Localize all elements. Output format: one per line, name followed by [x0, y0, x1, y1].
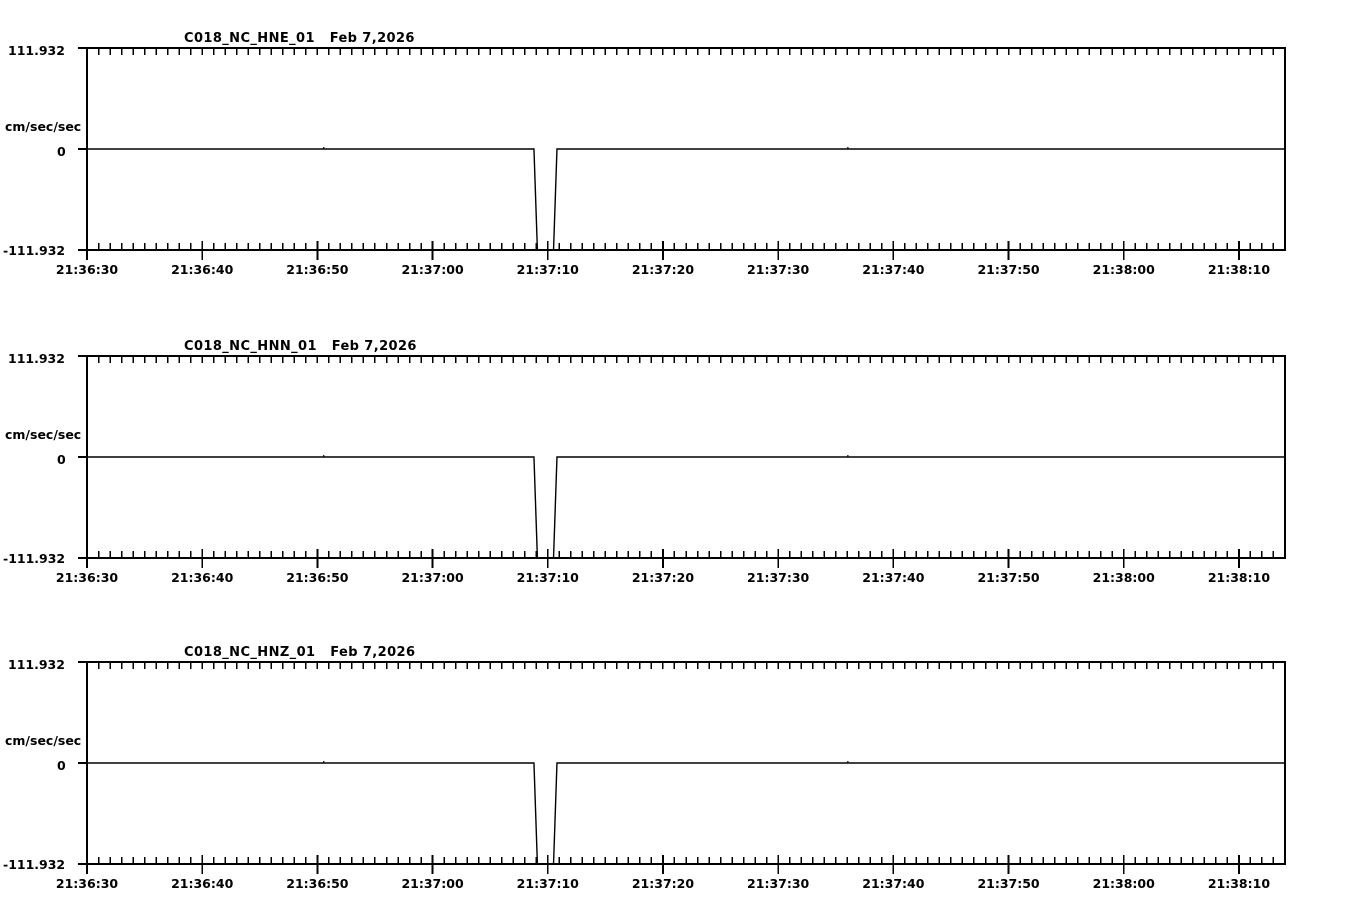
trace-sample-mark — [847, 455, 849, 457]
y-axis-min-label: -111.932 — [3, 243, 66, 258]
x-axis-tick-label: 21:37:30 — [747, 876, 810, 891]
y-axis-zero-label: 0 — [57, 758, 66, 773]
y-axis-zero-label: 0 — [57, 144, 66, 159]
y-axis-min-label: -111.932 — [3, 857, 66, 872]
x-axis-tick-label: 21:37:20 — [631, 262, 695, 277]
x-axis-tick-label: 21:38:10 — [1207, 262, 1271, 277]
x-axis-tick-label: 21:37:00 — [401, 262, 464, 277]
x-axis-tick-label: 21:38:00 — [1092, 876, 1155, 891]
waveform-panel-hnn: C018_NC_HNN_01 Feb 7,2026 111.932 cm/sec… — [0, 308, 1358, 608]
plot-area — [78, 661, 1286, 874]
y-axis-zero-label: 0 — [57, 452, 66, 467]
y-axis-unit-label: cm/sec/sec — [5, 733, 82, 748]
x-axis-tick-label: 21:38:10 — [1207, 570, 1271, 585]
trace-sample-mark — [323, 147, 325, 149]
x-axis-tick-label: 21:36:30 — [55, 570, 119, 585]
waveform-trace — [87, 762, 1285, 865]
plot-area — [78, 355, 1286, 568]
x-axis-tick-label: 21:37:30 — [747, 570, 810, 585]
x-axis-tick-label: 21:37:50 — [977, 570, 1040, 585]
x-axis-tick-label: 21:36:40 — [171, 262, 234, 277]
trace-sample-mark — [323, 455, 325, 457]
x-axis-tick-label: 21:36:30 — [55, 262, 119, 277]
x-axis-tick-label: 21:37:20 — [631, 876, 695, 891]
x-axis-tick-label: 21:37:00 — [401, 876, 464, 891]
x-axis-tick-label: 21:37:40 — [862, 876, 925, 891]
x-axis-tick-label: 21:37:10 — [516, 570, 579, 585]
x-axis-tick-label: 21:36:40 — [171, 876, 234, 891]
x-axis-tick-label: 21:36:50 — [286, 876, 349, 891]
y-axis-max-label: 111.932 — [8, 43, 65, 58]
y-axis-min-label: -111.932 — [3, 551, 66, 566]
x-axis-tick-label: 21:37:00 — [401, 570, 464, 585]
trace-sample-mark — [847, 761, 849, 763]
x-axis-tick-label: 21:37:50 — [977, 876, 1040, 891]
waveform-panel-hne: C018_NC_HNE_01 Feb 7,2026 111.932 cm/sec… — [0, 0, 1358, 300]
waveform-trace — [87, 148, 1285, 251]
panel-title: C018_NC_HNZ_01 Feb 7,2026 — [184, 645, 416, 660]
x-axis-tick-label: 21:38:00 — [1092, 262, 1155, 277]
x-axis-tick-label: 21:37:10 — [516, 262, 579, 277]
x-axis-tick-label: 21:36:50 — [286, 570, 349, 585]
x-axis-tick-label: 21:36:30 — [55, 876, 119, 891]
x-axis-tick-label: 21:37:40 — [862, 570, 925, 585]
x-axis-tick-label: 21:37:50 — [977, 262, 1040, 277]
x-axis-tick-label: 21:36:40 — [171, 570, 234, 585]
x-axis-tick-label: 21:37:30 — [747, 262, 810, 277]
plot-area — [78, 47, 1286, 260]
x-axis-tick-label: 21:37:10 — [516, 876, 579, 891]
y-axis-max-label: 111.932 — [8, 351, 65, 366]
x-axis-tick-label: 21:36:50 — [286, 262, 349, 277]
x-axis-tick-label: 21:37:20 — [631, 570, 695, 585]
waveform-trace — [87, 456, 1285, 559]
y-axis-unit-label: cm/sec/sec — [5, 119, 82, 134]
y-axis-unit-label: cm/sec/sec — [5, 427, 82, 442]
x-axis-tick-label: 21:38:00 — [1092, 570, 1155, 585]
x-axis-tick-label: 21:38:10 — [1207, 876, 1271, 891]
trace-sample-mark — [847, 147, 849, 149]
panel-title: C018_NC_HNN_01 Feb 7,2026 — [184, 339, 417, 354]
x-axis-tick-label: 21:37:40 — [862, 262, 925, 277]
waveform-panel-hnz: C018_NC_HNZ_01 Feb 7,2026 111.932 cm/sec… — [0, 614, 1358, 924]
panel-title: C018_NC_HNE_01 Feb 7,2026 — [184, 31, 415, 46]
y-axis-max-label: 111.932 — [8, 657, 65, 672]
trace-sample-mark — [323, 761, 325, 763]
